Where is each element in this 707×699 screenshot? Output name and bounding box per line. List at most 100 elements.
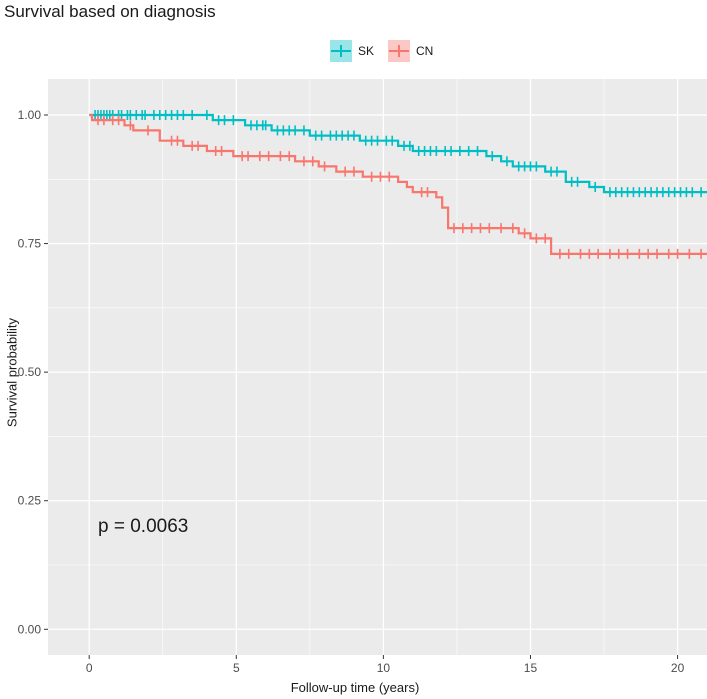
legend-key-cn: [388, 40, 411, 62]
legend-item-cn: CN: [388, 40, 433, 62]
censor-mark-sk: [677, 187, 684, 198]
y-tick-label: 0.50: [18, 365, 42, 379]
censor-mark-sk: [118, 110, 125, 120]
censor-mark-sk: [521, 161, 528, 172]
censor-mark-sk: [292, 125, 299, 136]
censor-mark-cn: [459, 223, 466, 234]
censor-mark-sk: [630, 187, 637, 198]
censor-mark-cn: [95, 115, 102, 126]
censor-mark-cn: [195, 140, 202, 151]
censor-mark-sk: [533, 161, 540, 172]
censor-mark-cn: [450, 223, 457, 234]
censor-mark-sk: [433, 146, 440, 156]
censor-mark-cn: [277, 151, 284, 162]
legend-item-sk: SK: [330, 40, 374, 62]
censor-mark-sk: [286, 125, 293, 136]
censor-mark-sk: [180, 110, 187, 120]
censor-mark-sk: [421, 146, 428, 156]
censor-mark-cn: [498, 223, 505, 234]
censor-mark-cn: [350, 166, 357, 177]
censor-mark-sk: [548, 166, 555, 177]
censor-mark-sk: [400, 140, 407, 151]
censor-mark-sk: [574, 176, 581, 187]
censor-mark-sk: [503, 156, 510, 167]
censor-mark-sk: [345, 130, 352, 141]
censor-mark-cn: [486, 223, 493, 234]
censor-mark-cn: [418, 187, 425, 198]
censor-mark-sk: [427, 146, 434, 156]
censor-mark-cn: [256, 151, 263, 162]
censor-mark-sk: [456, 146, 463, 156]
censor-mark-sk: [168, 110, 175, 120]
censor-mark-sk: [618, 187, 625, 198]
axis-layer: 0 5 10 15 20 0.00 0.25 0.50 0.75 1.00: [18, 108, 685, 675]
censor-mark-sk: [448, 146, 455, 156]
censor-mark-cn: [565, 248, 572, 259]
series-layer: [89, 110, 707, 259]
censor-mark-sk: [127, 110, 134, 120]
censor-mark-sk: [442, 146, 449, 156]
legend: SK CN: [330, 40, 433, 62]
censor-mark-sk: [642, 187, 649, 198]
censor-mark-cn: [468, 223, 475, 234]
x-tick-label: 15: [524, 661, 538, 675]
censor-mark-sk: [280, 125, 287, 136]
censor-mark-sk: [162, 110, 169, 120]
censor-mark-sk: [203, 110, 210, 120]
censor-mark-sk: [362, 135, 369, 146]
censor-mark-sk: [689, 187, 696, 198]
y-tick-label: 0.25: [18, 494, 42, 508]
y-tick-label: 0.00: [18, 622, 42, 636]
legend-label-sk: SK: [358, 44, 375, 58]
x-tick-label: 5: [233, 661, 240, 675]
censor-mark-cn: [674, 248, 681, 259]
censor-mark-sk: [389, 135, 396, 146]
y-tick-label: 0.75: [18, 237, 42, 251]
x-axis-title: Follow-up time (years): [290, 680, 420, 695]
censor-mark-sk: [247, 120, 254, 131]
censor-mark-cn: [698, 248, 705, 259]
censor-mark-sk: [274, 125, 281, 136]
censor-mark-sk: [262, 120, 269, 131]
censor-mark-cn: [509, 223, 516, 234]
chart-title: Survival based on diagnosis: [4, 2, 216, 21]
censor-mark-sk: [465, 146, 472, 156]
censor-mark-cn: [624, 248, 631, 259]
censor-mark-cn: [127, 120, 134, 131]
censor-mark-sk: [174, 110, 181, 120]
censor-mark-cn: [533, 233, 540, 244]
grid-lines: [48, 79, 707, 655]
censor-mark-cn: [686, 248, 693, 259]
censor-mark-sk: [527, 161, 534, 172]
censor-mark-sk: [327, 130, 334, 141]
censor-mark-cn: [542, 233, 549, 244]
censor-mark-sk: [215, 115, 222, 126]
x-tick-label: 0: [86, 661, 93, 675]
censor-mark-cn: [606, 248, 613, 259]
censor-mark-cn: [645, 248, 652, 259]
censor-mark-sk: [698, 187, 705, 198]
censor-mark-sk: [489, 151, 496, 162]
censor-mark-cn: [109, 115, 116, 126]
censor-mark-sk: [230, 115, 237, 126]
y-tick-label: 1.00: [18, 108, 42, 122]
censor-mark-sk: [606, 187, 613, 198]
censor-mark-cn: [300, 156, 307, 167]
censor-mark-cn: [595, 248, 602, 259]
censor-mark-cn: [189, 140, 196, 151]
censor-mark-sk: [368, 135, 375, 146]
censor-mark-cn: [665, 248, 672, 259]
censor-mark-cn: [265, 151, 272, 162]
censor-mark-sk: [312, 130, 319, 141]
legend-label-cn: CN: [416, 44, 434, 58]
censor-mark-sk: [568, 176, 575, 187]
censor-mark-sk: [415, 146, 422, 156]
censor-mark-sk: [318, 130, 325, 141]
censor-mark-sk: [624, 187, 631, 198]
censor-mark-sk: [406, 140, 413, 151]
x-tick-label: 10: [377, 661, 391, 675]
censor-mark-sk: [636, 187, 643, 198]
censor-mark-cn: [424, 187, 431, 198]
censor-mark-sk: [374, 135, 381, 146]
censor-mark-cn: [168, 135, 175, 146]
